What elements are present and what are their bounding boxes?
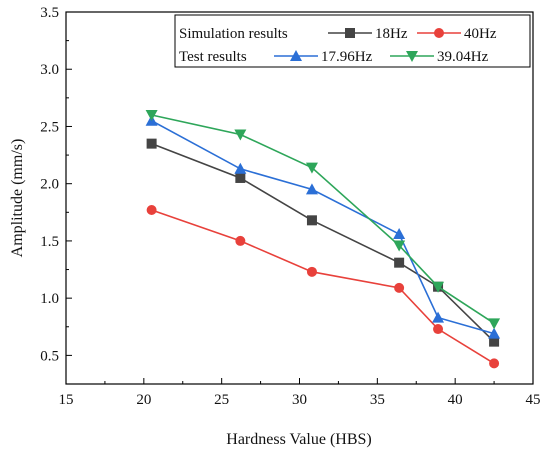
data-point	[394, 282, 405, 293]
legend-entry-label: 39.04Hz	[437, 49, 489, 65]
data-point	[145, 110, 158, 122]
data-point	[488, 318, 501, 330]
legend: Simulation results 18Hz 40Hz Test results 17…	[174, 14, 531, 68]
y-tick-label: 3.0	[40, 62, 59, 78]
legend-entry-label: 40Hz	[464, 26, 497, 42]
series-line	[151, 142, 495, 343]
x-tick-label: 40	[448, 392, 463, 408]
legend-marker	[434, 28, 444, 38]
x-axis-title: Hardness Value (HBS)	[226, 431, 371, 448]
data-point	[394, 257, 405, 268]
y-tick-label: 3.5	[40, 5, 59, 21]
x-tick-label: 20	[136, 392, 151, 408]
x-tick-label: 15	[59, 392, 74, 408]
data-point	[305, 183, 318, 195]
data-point	[306, 266, 317, 277]
series-39.04Hz	[145, 110, 501, 330]
y-tick-label: 2.0	[40, 177, 59, 193]
legend-entry-label: 17.96Hz	[321, 49, 373, 65]
legend-entry-label: 18Hz	[375, 26, 408, 42]
plot-area	[65, 11, 534, 385]
data-point	[488, 327, 501, 339]
legend-group-label: Test results	[179, 49, 247, 65]
y-tick-label: 0.5	[40, 348, 59, 364]
y-tick-label: 2.5	[40, 119, 59, 135]
series-line	[151, 120, 495, 335]
data-point	[393, 240, 406, 252]
x-tick-label: 45	[526, 392, 541, 408]
axis-ticks: 15 20 25 30 35 40 45 0.5 1.0 1.5 2.0 2.5 3.0 3.5	[40, 5, 540, 408]
legend-marker	[290, 50, 302, 61]
data-point	[489, 336, 500, 347]
data-point	[433, 324, 444, 335]
x-tick-label: 25	[214, 392, 229, 408]
data-point	[432, 311, 445, 323]
data-point	[234, 162, 247, 174]
data-point	[306, 215, 317, 226]
series-layer	[145, 110, 501, 369]
series-17.96Hz	[145, 114, 501, 339]
series-40Hz	[146, 205, 500, 369]
data-point	[393, 228, 406, 240]
legend-marker	[345, 28, 355, 38]
x-tick-label: 30	[292, 392, 307, 408]
legend-group-label: Simulation results	[179, 26, 288, 42]
data-point	[489, 358, 500, 369]
data-point	[235, 172, 246, 183]
legend-box	[174, 14, 531, 68]
data-point	[234, 129, 247, 141]
y-axis-title: Amplitude (mm/s)	[9, 139, 26, 258]
data-point	[146, 205, 157, 216]
data-point	[305, 162, 318, 174]
y-tick-label: 1.5	[40, 234, 59, 250]
series-line	[151, 114, 495, 325]
legend-marker	[406, 51, 418, 62]
data-point	[235, 235, 246, 246]
data-point	[432, 281, 445, 293]
data-point	[146, 138, 157, 149]
y-tick-label: 1.0	[40, 291, 59, 307]
x-tick-label: 35	[370, 392, 385, 408]
series-line	[151, 209, 495, 365]
